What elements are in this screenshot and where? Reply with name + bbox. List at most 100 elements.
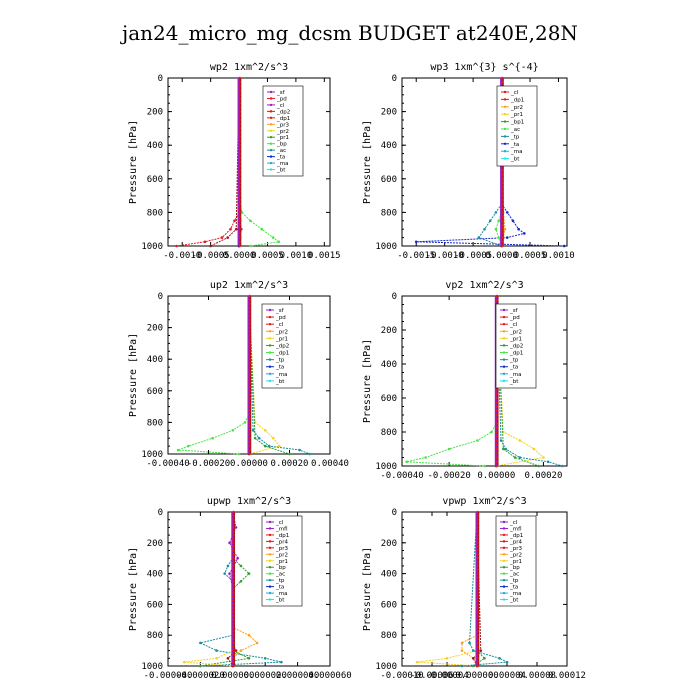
legend-label: _dp1 — [509, 533, 523, 539]
data-point — [239, 564, 243, 568]
zero-profile-point — [232, 645, 235, 648]
zero-profile-point — [232, 660, 235, 664]
series-line-dp1 — [176, 78, 240, 247]
zero-profile-point — [501, 207, 504, 210]
legend-label: _cl — [509, 520, 518, 526]
data-point — [447, 447, 451, 451]
zero-profile-point — [248, 326, 251, 329]
legend-marker — [503, 98, 507, 101]
data-point — [231, 429, 235, 432]
data-point — [199, 641, 202, 645]
zero-profile-point — [232, 622, 235, 625]
zero-profile-point — [495, 409, 499, 412]
legend-label: _ma — [509, 372, 521, 378]
zero-profile-point — [476, 637, 479, 641]
zero-profile-point — [238, 156, 241, 159]
zero-profile-point — [232, 634, 235, 637]
zero-profile-point — [248, 358, 251, 361]
zero-profile-point — [495, 443, 499, 446]
zero-profile-point — [238, 173, 241, 176]
zero-profile-point — [232, 583, 235, 587]
data-point — [488, 219, 492, 223]
zero-profile-point — [232, 549, 235, 552]
legend-label: _dp1 — [509, 351, 523, 357]
zero-profile-point — [232, 618, 235, 621]
panel-6: vpwp 1xm^2/s^3 Pressure [hPa] 0 200 400 600 80… — [362, 496, 586, 681]
zero-profile-point — [232, 518, 235, 521]
y-axis-label: Pressure [hPa] — [362, 547, 373, 631]
zero-profile-point — [238, 152, 241, 155]
data-point — [483, 657, 486, 660]
zero-profile-point — [248, 413, 251, 416]
legend-marker — [502, 358, 506, 361]
zero-profile-point — [238, 110, 241, 113]
data-point — [243, 421, 247, 424]
legend-label: _tp — [509, 358, 519, 364]
legend-label: _ma — [510, 149, 522, 155]
legend-label: _pr1 — [510, 112, 523, 118]
legend-marker — [502, 379, 506, 383]
x-tick-label: -0.00004 — [425, 671, 468, 681]
data-point — [247, 657, 251, 660]
data-point — [532, 447, 536, 451]
legend-label: _pr4 — [275, 539, 289, 545]
legend-marker — [269, 123, 273, 126]
x-tick-label: -0.0015 — [397, 251, 435, 261]
data-point — [267, 444, 271, 448]
zero-profile-point — [248, 306, 251, 310]
zero-profile-point — [248, 389, 251, 392]
legend-label: _pr3 — [276, 122, 290, 128]
y-tick-label: 800 — [381, 208, 397, 218]
legend-label: _cl — [510, 90, 519, 96]
legend-marker — [268, 372, 272, 376]
legend-marker — [268, 365, 272, 368]
panel-1: wp2 1xm^2/s^3 Pressure [hPa] 0 200 400 600 800… — [128, 62, 341, 261]
plot-frame — [167, 77, 331, 247]
series-line-pr1 — [495, 295, 545, 467]
data-point — [497, 219, 501, 223]
zero-profile-point — [238, 202, 241, 206]
data-point — [236, 556, 239, 560]
legend-marker — [503, 150, 507, 153]
legend-label: _pr2 — [510, 105, 523, 111]
zero-profile-point — [476, 641, 479, 645]
series-line-ta — [198, 512, 282, 667]
zero-profile-point — [238, 118, 241, 122]
zero-profile-point — [476, 541, 479, 544]
y-tick-label: 800 — [381, 631, 397, 641]
zero-profile-point — [476, 618, 479, 621]
y-tick-label: 1000 — [141, 242, 163, 252]
legend-label: _tp — [275, 358, 285, 364]
y-tick-label: 400 — [147, 141, 163, 151]
data-point — [537, 464, 541, 468]
x-tick-label: 0.00004 — [488, 671, 526, 681]
legend-label: _pr2 — [276, 129, 289, 135]
y-tick-label: 1000 — [141, 450, 163, 460]
zero-profile-point — [495, 396, 499, 400]
data-point — [414, 240, 418, 244]
legend-label: _ma — [276, 161, 288, 167]
x-tick-label: 0.000020 — [244, 671, 287, 681]
legend-marker — [269, 90, 273, 94]
legend-label: _pr1 — [275, 336, 288, 342]
data-point — [280, 660, 283, 664]
data-point — [518, 439, 522, 442]
data-point — [490, 430, 493, 434]
legend-label: _cl — [275, 322, 284, 328]
data-point — [203, 240, 207, 244]
zero-profile-point — [232, 514, 235, 518]
zero-profile-point — [476, 526, 479, 529]
zero-profile-point — [248, 369, 251, 373]
legend-marker — [268, 598, 272, 601]
legend-label: _pd — [276, 96, 287, 102]
zero-profile-point — [238, 211, 241, 214]
zero-profile-point — [476, 607, 479, 610]
legend-label: _ac — [509, 572, 519, 578]
y-tick-label: 600 — [147, 600, 163, 610]
zero-profile-point — [248, 373, 251, 377]
zero-profile-point — [238, 232, 241, 235]
y-tick-label: 800 — [381, 428, 397, 438]
data-point — [209, 244, 212, 248]
zero-profile-point — [501, 81, 504, 84]
data-point — [424, 456, 427, 459]
